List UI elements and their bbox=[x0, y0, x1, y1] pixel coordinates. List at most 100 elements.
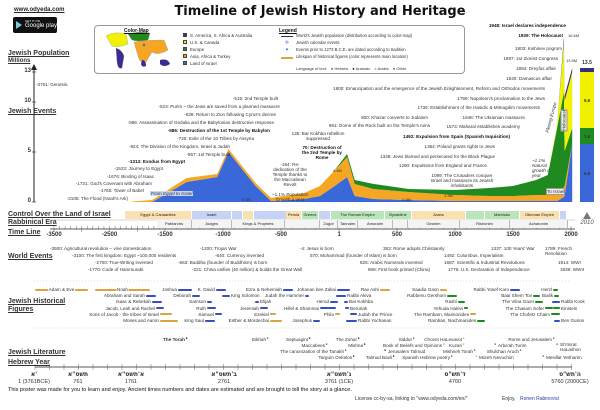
jewish-event: 1799: Napoleon's proclamation to the Jew… bbox=[457, 96, 545, 101]
current-population-segment bbox=[580, 72, 594, 128]
lifespan-bar bbox=[222, 294, 230, 297]
lifespan-bar bbox=[553, 307, 560, 310]
language-hebrew: ● Hebrew bbox=[331, 66, 348, 71]
control-era bbox=[232, 211, 243, 219]
world-event: 1776: U.S. Declaration of Independence bbox=[448, 267, 530, 272]
jewish-event: 1894: Dreyfus affair bbox=[515, 66, 556, 71]
legend-item: Lifespan of historical figures (color re… bbox=[296, 54, 408, 59]
lifespan-bar bbox=[207, 300, 212, 303]
population-area-asia-africa-turkey bbox=[131, 144, 573, 202]
current-segment-label: 0.4 bbox=[583, 68, 591, 73]
region-swatch bbox=[183, 61, 187, 65]
world-event: -4: Jesus is born bbox=[300, 246, 334, 251]
hebrew-year-label: ג'תשס"א bbox=[326, 371, 352, 378]
language-other: ● Other bbox=[393, 66, 407, 71]
legend-title: Legend bbox=[279, 28, 297, 34]
lifespan-bar bbox=[553, 288, 558, 291]
author-link[interactable]: Ronen Rabinovici bbox=[520, 396, 560, 402]
historical-figure: Isaac & Rebekah bbox=[116, 299, 151, 305]
literature-item: Moreh Nevuchim bbox=[479, 355, 514, 360]
literature-item: Mishneh Torah bbox=[442, 349, 473, 354]
historical-figure: Jeremiah bbox=[240, 305, 259, 311]
store-small: GET IT ON bbox=[25, 19, 40, 23]
enjoy-text: Enjoy, bbox=[502, 396, 516, 402]
historical-figure: Herod bbox=[316, 299, 329, 305]
control-era: Israel bbox=[192, 211, 232, 219]
historical-figure: Noah bbox=[116, 287, 129, 292]
language-dot-icon: ● bbox=[542, 354, 545, 358]
google-play-badge[interactable]: GET IT ON Google play bbox=[13, 17, 57, 33]
historical-figure: King Solomon bbox=[231, 293, 260, 299]
historical-figure: The Chofetz Chaim bbox=[510, 311, 550, 317]
historical-figure: Saadia Gaon bbox=[412, 287, 439, 292]
language-row: Language of text: ● Hebrew ● Aramaic ● Arab… bbox=[296, 66, 406, 71]
world-event: 1789: French Revolution bbox=[545, 246, 573, 256]
label-control: Control Over the Land of Israel bbox=[8, 211, 111, 218]
world-event: 1337: 100 Years' War bbox=[491, 246, 535, 251]
historical-figure: Hillel & Shammai bbox=[284, 305, 319, 311]
language-dot-icon: ● bbox=[519, 348, 522, 352]
world-event: 383: Rome adopts Christianity bbox=[383, 246, 445, 251]
world-event: -1770: Code of Hammurabi bbox=[88, 267, 144, 272]
footer-note: This poster was made for you to learn an… bbox=[8, 387, 352, 393]
lifespan-bar bbox=[313, 319, 320, 322]
literature-item: Talmud Bavli bbox=[365, 355, 392, 360]
language-dot-icon: ● bbox=[473, 348, 476, 352]
language-dot-icon: ● bbox=[494, 342, 497, 346]
y-tick-label: 5 bbox=[27, 148, 31, 154]
literature-item: Maccabees bbox=[301, 343, 326, 348]
current-segment-label: 5.8 bbox=[583, 171, 591, 176]
lifespan-bar bbox=[255, 300, 259, 303]
legend-item: World's Jewish population (distribution … bbox=[296, 33, 413, 38]
y-axis-arrow-icon bbox=[31, 64, 37, 70]
control-era bbox=[560, 211, 567, 219]
population-value-label: 1.3M bbox=[444, 193, 453, 198]
jewish-event: 1736: Establishment of the Hasidic & Mit… bbox=[417, 105, 540, 110]
timeline-label: -500 bbox=[274, 232, 288, 238]
current-segment-label: 1.6 bbox=[583, 134, 591, 139]
language-dot-icon: ● bbox=[325, 342, 328, 346]
historical-figure: K. David bbox=[197, 287, 215, 292]
current-total-label: 13.5 bbox=[582, 60, 592, 66]
population-area-land-of-israel bbox=[131, 144, 573, 202]
historical-figure: Rabbi Yochanan bbox=[358, 318, 392, 323]
historical-figure: Ezra & Nehemiah bbox=[245, 287, 282, 292]
language-dot: ● bbox=[352, 66, 356, 71]
hebrew-year-number: 761 bbox=[73, 379, 83, 385]
historical-figure: Rabbi Kook bbox=[561, 299, 585, 305]
historical-figure: Samson bbox=[189, 299, 206, 305]
historical-figure: Deborah bbox=[173, 293, 191, 299]
historical-figure: Abraham and Sarah bbox=[103, 293, 145, 299]
region-swatch bbox=[183, 33, 187, 37]
timeline-label: 1500 bbox=[506, 232, 520, 238]
lifespan-bar bbox=[551, 313, 560, 316]
lifespan-bar bbox=[447, 294, 457, 297]
timeline-label: -1000 bbox=[215, 232, 231, 238]
lifespan-bar bbox=[207, 307, 216, 310]
region-label: Land of Israel bbox=[190, 60, 217, 66]
site-link[interactable]: www.odyeda.com bbox=[14, 7, 65, 13]
jewish-event: 1290: Expulsions from England and France bbox=[398, 163, 487, 168]
population-area-europe bbox=[131, 92, 573, 202]
language-name: Arabic bbox=[377, 66, 389, 71]
jewish-event: -538: Return to Zion following Cyrus's d… bbox=[184, 112, 276, 117]
lifespan-bar bbox=[440, 288, 447, 291]
literature-item: Mesillat Yesharim bbox=[546, 355, 582, 360]
jewish-event: -720: Exile of the 10 Tribes by Assyria bbox=[177, 136, 254, 141]
language-label: Language of text: bbox=[296, 66, 327, 71]
population-annotation: From Egypt to Israel bbox=[150, 191, 194, 196]
literature-item: Rome and Jerusalem bbox=[508, 337, 552, 342]
population-value-label: 16.6M bbox=[568, 33, 580, 38]
control-era bbox=[254, 211, 286, 219]
language-dot-icon: ● bbox=[392, 354, 395, 358]
population-value-label: 0.3M bbox=[242, 197, 251, 202]
world-event: -3100: The first kingdom: Egypt ~100,000… bbox=[72, 253, 177, 258]
rabbinical-era: Geonim bbox=[408, 220, 460, 228]
control-era bbox=[243, 211, 254, 219]
population-annotation: To Israel bbox=[546, 188, 566, 195]
jewish-event: 1948: Israel declares independence bbox=[488, 23, 566, 28]
rabbinical-era: Tannaim bbox=[338, 220, 358, 228]
world-event: 825: Arabic Numerals invented bbox=[360, 260, 423, 265]
rabbinical-era: Kings & Prophets bbox=[232, 220, 285, 228]
language-dot: ● bbox=[392, 66, 397, 71]
